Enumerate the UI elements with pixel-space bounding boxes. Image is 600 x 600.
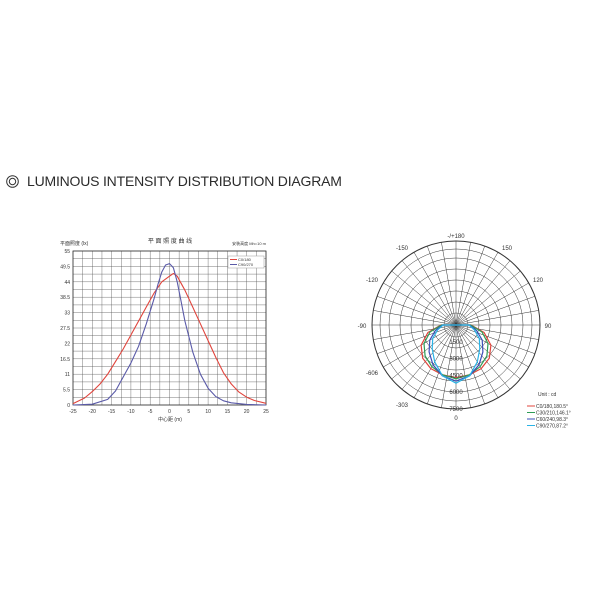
polar-spoke — [383, 324, 457, 368]
plot-frame — [72, 250, 267, 406]
polar-spoke — [455, 324, 485, 405]
polar-spoke — [391, 324, 457, 380]
polar-spoke — [455, 242, 471, 326]
polar-spoke — [401, 324, 457, 390]
unit-label: Unit : cd — [538, 392, 557, 398]
y-tick-label: 44 — [64, 280, 70, 286]
polar-spoke — [376, 296, 457, 326]
polar-legend: C0/180,180.5°C30/210,146.1°C60/240,98.3°… — [527, 404, 571, 429]
angle-label-right: 90 — [545, 324, 552, 330]
polar-series-2 — [428, 324, 484, 382]
x-tick-label: -25 — [69, 409, 76, 415]
legend-label-c90: C90/270 — [238, 262, 254, 267]
y-tick-label: 11 — [65, 372, 70, 378]
y-tick-label: 38.5 — [60, 295, 70, 301]
polar-spoke — [373, 310, 457, 326]
polar-spoke — [455, 324, 536, 354]
polar-spoke — [455, 324, 521, 380]
x-tick-label: -10 — [127, 409, 134, 415]
legend-label: C30/210,146.1° — [536, 410, 571, 416]
polar-spoke — [427, 245, 457, 326]
legend-label-c0: C0/180 — [238, 257, 252, 262]
x-tick-label: 0 — [168, 409, 171, 415]
polar-spoke — [455, 252, 499, 326]
polar-spoke — [455, 310, 539, 326]
radial-label: 3000 — [449, 357, 463, 363]
angle-label-top: -/+180 — [447, 234, 465, 240]
y-tick-label: 33 — [64, 311, 70, 317]
polar-series — [420, 324, 492, 384]
polar-spoke — [441, 242, 457, 326]
angle-label-lower-left: -303 — [396, 403, 409, 409]
x-axis-label: 中心距 (m) — [158, 416, 182, 423]
x-tick-label: -15 — [108, 409, 115, 415]
polar-series-3 — [431, 324, 481, 384]
radial-label: 1500 — [449, 340, 463, 346]
y-tick-label: 0 — [67, 403, 70, 409]
angle-label-upper-right: 150 — [502, 246, 513, 252]
polar-spoke — [455, 324, 471, 408]
legend-label: C0/180,180.5° — [536, 404, 568, 410]
series-line-1 — [72, 263, 267, 406]
x-tick-label: 5 — [187, 409, 190, 415]
polar-series-1 — [423, 324, 489, 380]
x-tick-label: -20 — [89, 409, 96, 415]
radial-label: 6000 — [449, 390, 463, 396]
polar-spoke — [455, 282, 529, 326]
section-heading: LUMINOUS INTENSITY DISTRIBUTION DIAGRAM — [6, 173, 342, 189]
double-circle-icon — [6, 174, 19, 188]
radial-label: 4500 — [449, 373, 463, 379]
angle-label-bottom: 0 — [454, 416, 458, 422]
polar-spoke — [383, 282, 457, 326]
y-tick-label: 22 — [64, 341, 70, 347]
polar-spoke — [455, 324, 539, 340]
x-tick-labels: -25 -20 -15 -10 -5 0 5 10 15 20 25 — [69, 409, 269, 415]
polar-spoke — [401, 260, 457, 326]
section-heading-text: LUMINOUS INTENSITY DISTRIBUTION DIAGRAM — [27, 173, 342, 189]
polar-spoke — [455, 324, 511, 390]
polar-spoke — [455, 324, 529, 368]
x-tick-label: 20 — [244, 409, 250, 415]
y-tick-labels: 0 5.5 11 16.5 22 27.5 33 38.5 44 49.5 55 — [60, 249, 70, 409]
polar-spoke — [455, 270, 521, 326]
polar-spoke — [455, 245, 485, 326]
polar-spoke — [376, 324, 457, 354]
y-tick-label: 27.5 — [60, 326, 70, 332]
x-tick-label: 10 — [205, 409, 211, 415]
angle-label-left: -90 — [358, 324, 367, 330]
polar-spoke — [373, 324, 457, 340]
y-tick-label: 16.5 — [60, 357, 70, 363]
radial-label: 7500 — [449, 407, 463, 413]
corner-note: 安装高度 Mh=10 m — [232, 240, 267, 246]
angle-label-upper-left: -150 — [396, 246, 409, 252]
series-line-0 — [72, 272, 267, 405]
polar-spoke — [455, 296, 536, 326]
polar-grid — [371, 240, 541, 410]
y-tick-label: 5.5 — [63, 388, 70, 394]
polar-spoke — [441, 324, 457, 408]
polar-spoke — [391, 270, 457, 326]
y-axis-label: 平面照度 (lx) — [60, 240, 89, 247]
x-tick-label: 25 — [263, 409, 269, 415]
polar-spoke — [427, 324, 457, 405]
angle-label-mid-left: -120 — [366, 278, 379, 284]
radial-labels: 1500 3000 4500 6000 7500 — [449, 340, 463, 413]
x-tick-label: -5 — [148, 409, 153, 415]
plot-grid — [72, 250, 267, 406]
chart-title: 平 面 照 度 曲 线 — [148, 237, 192, 245]
y-tick-label: 49.5 — [60, 264, 70, 270]
value-label-lower-left: -606 — [366, 371, 379, 377]
polar-spoke — [455, 260, 511, 326]
y-tick-label: 55 — [64, 249, 70, 255]
legend-label: C90/270,87.2° — [536, 423, 568, 429]
legend-label: C60/240,98.3° — [536, 417, 568, 423]
polar-spoke — [413, 252, 457, 326]
angle-label-mid-right: 120 — [533, 278, 544, 284]
x-tick-label: 15 — [225, 409, 231, 415]
series-lines — [72, 263, 267, 406]
